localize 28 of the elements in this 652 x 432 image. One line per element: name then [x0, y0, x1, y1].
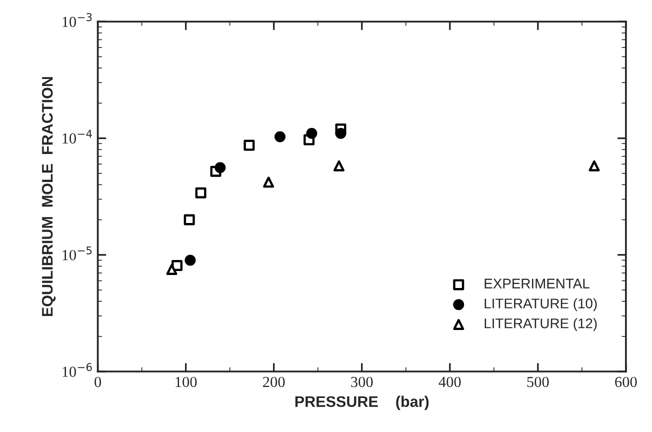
- y-tick-label: 10$^{−4}$: [62, 130, 92, 144]
- point: [244, 140, 255, 151]
- point: [184, 254, 196, 266]
- point: [588, 160, 600, 172]
- legend-label: LITERATURE (10): [484, 298, 597, 312]
- x-axis-title: PRESSURE (bar): [295, 396, 429, 410]
- point: [214, 162, 226, 174]
- point: [274, 131, 286, 142]
- point: [184, 214, 195, 226]
- y-tick-label: 10$^{−3}$: [62, 13, 92, 28]
- x-tick-label: 300: [351, 376, 373, 388]
- y-tick-label: 10$^{−5}$: [62, 246, 92, 260]
- point: [263, 176, 274, 188]
- legend-label: LITERATURE (12): [484, 318, 597, 332]
- y-tick-label: 10$^{−6}$: [62, 363, 92, 377]
- x-tick-label: 600: [615, 376, 637, 388]
- point: [335, 128, 346, 139]
- point: [195, 187, 206, 198]
- y-axis-title: EQUILIBRIUM MOLE FRACTION: [42, 77, 56, 316]
- x-tick-label: 400: [438, 376, 461, 388]
- x-tick-label: 0: [94, 376, 102, 388]
- point: [166, 264, 178, 275]
- legend-label: EXPERIMENTAL: [484, 278, 590, 288]
- x-tick-label: 100: [176, 376, 197, 388]
- point: [333, 160, 344, 172]
- point: [306, 128, 318, 139]
- x-tick-label: 500: [527, 376, 549, 388]
- x-tick-label: 200: [263, 376, 285, 388]
